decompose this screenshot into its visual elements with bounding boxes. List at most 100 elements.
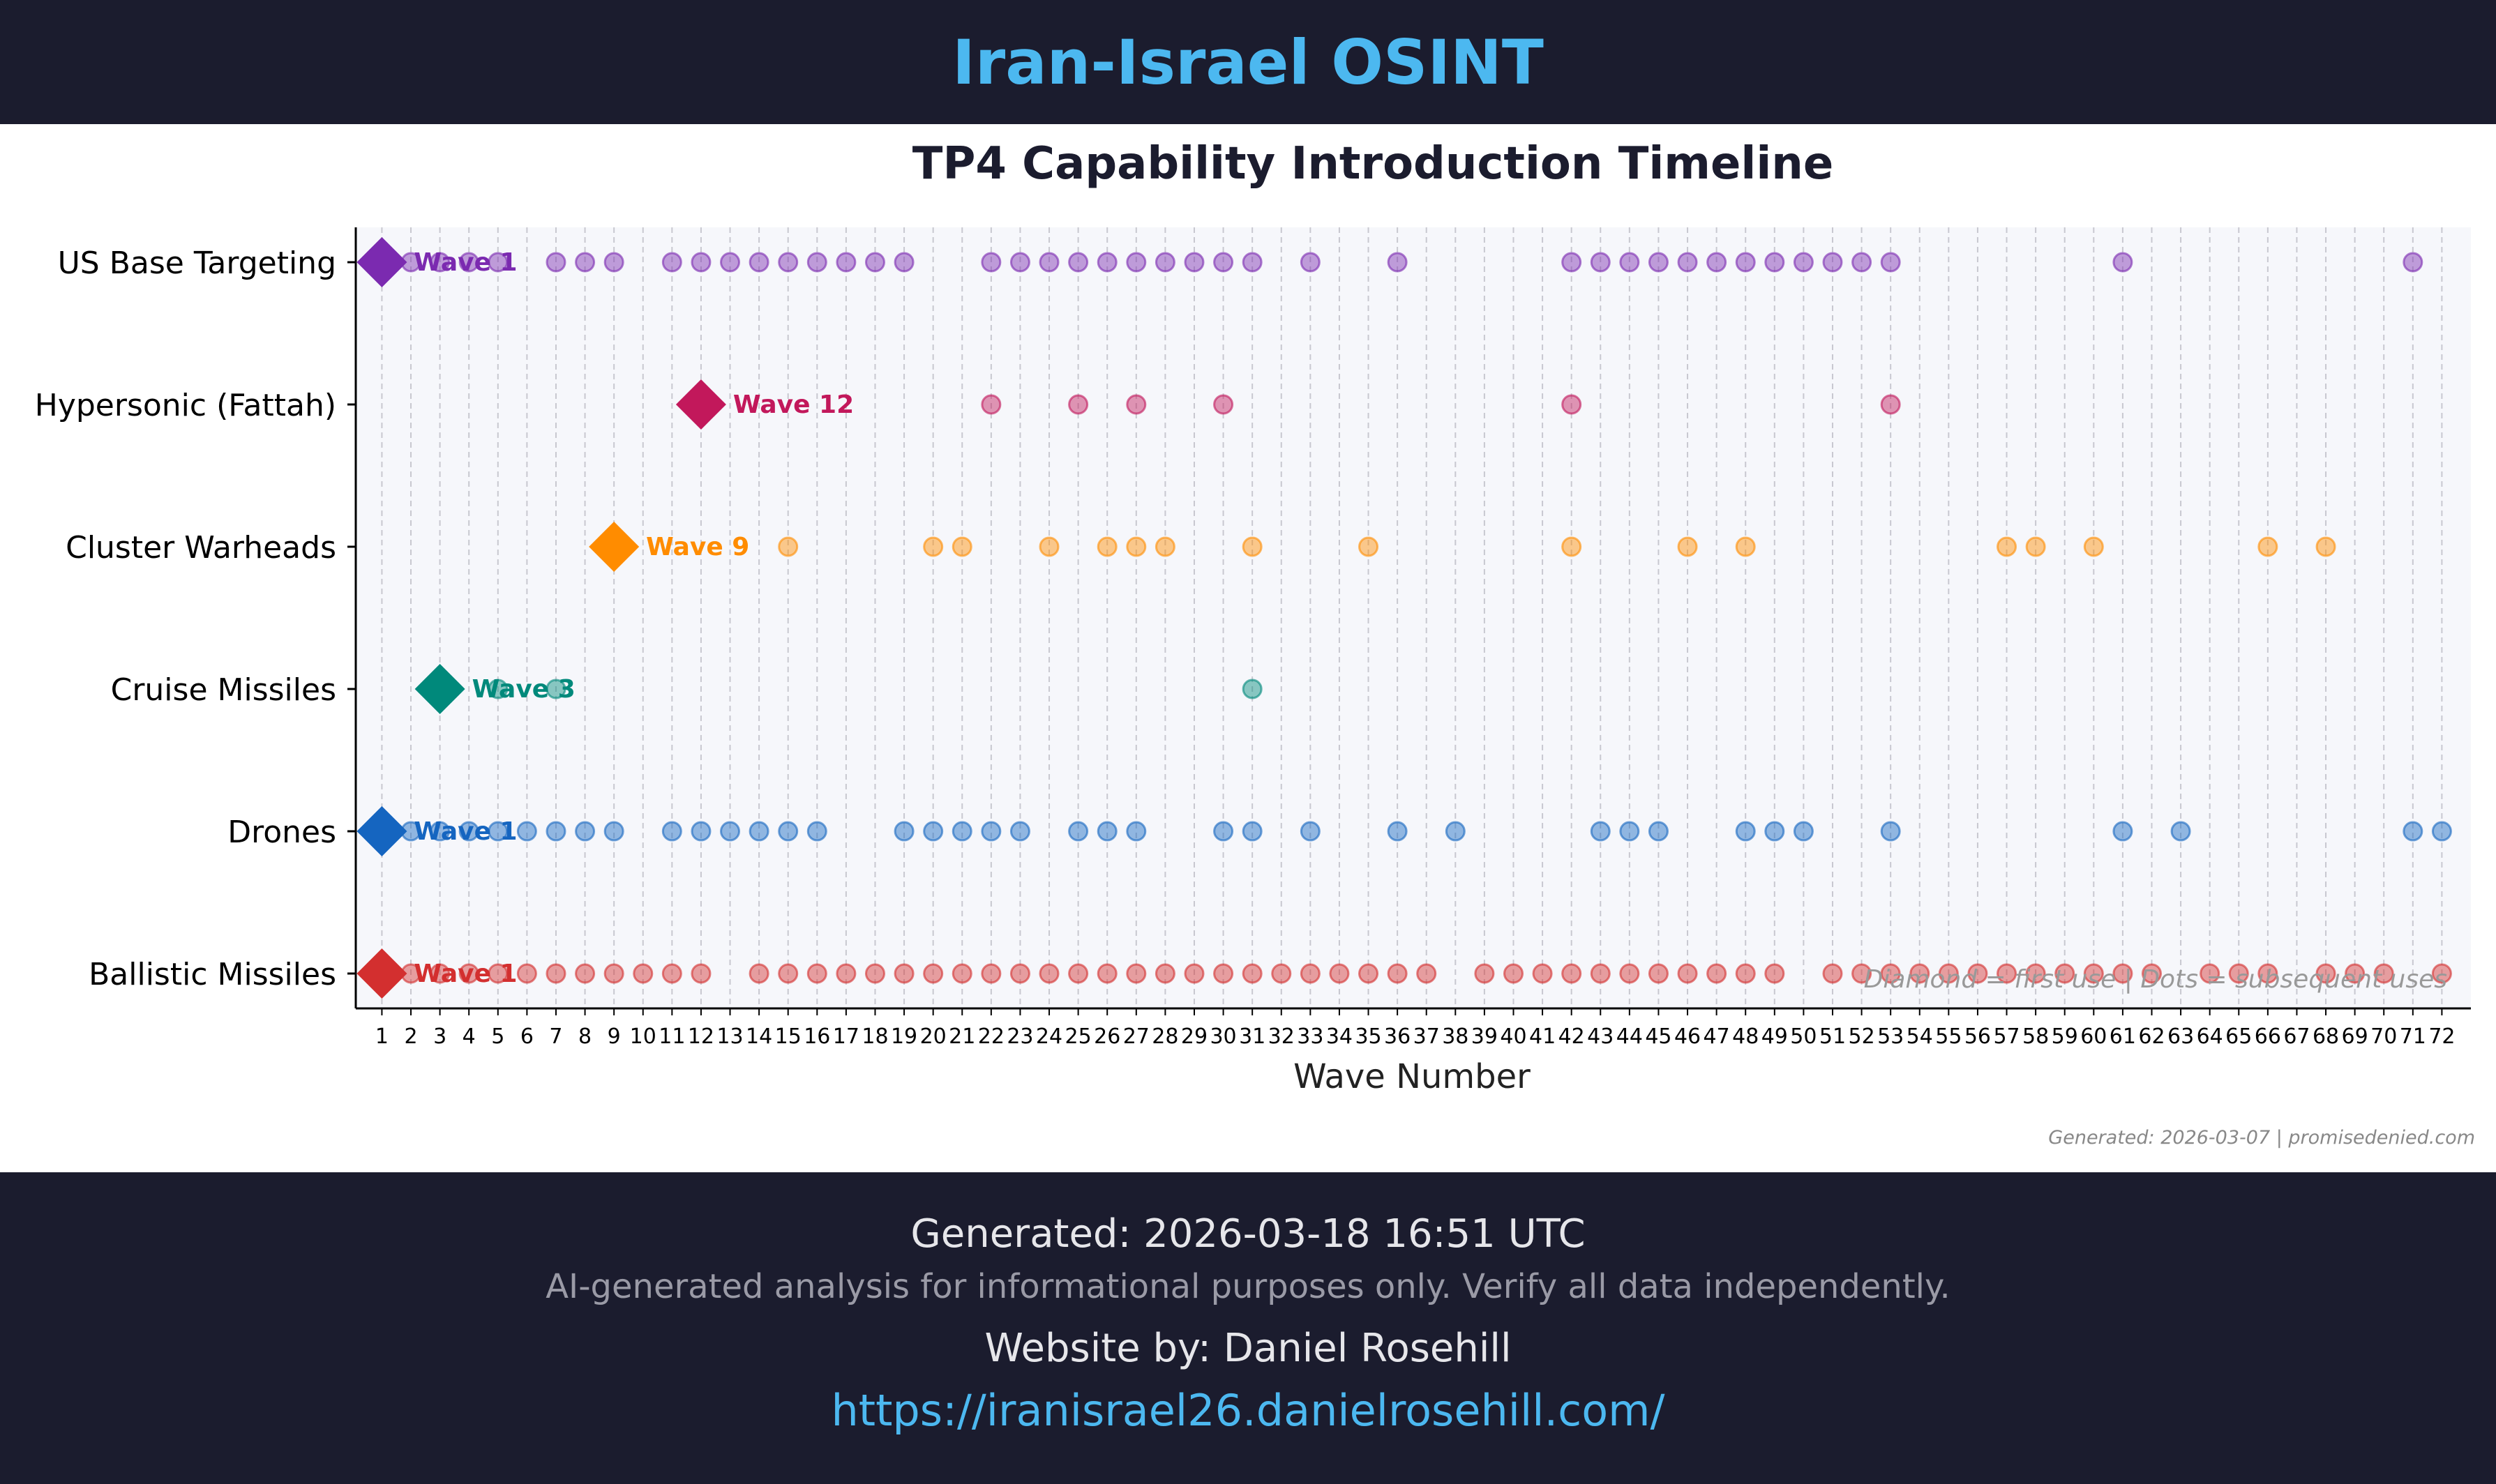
x-tick-label: 67 <box>2283 1024 2310 1049</box>
x-tick-label: 28 <box>1152 1024 1178 1049</box>
generated-timestamp: Generated: 2026-03-18 16:51 UTC <box>910 1211 1586 1257</box>
subsequent-use-dot <box>1387 821 1408 842</box>
x-tick-label: 41 <box>1529 1024 1556 1049</box>
x-tick-label: 42 <box>1558 1024 1585 1049</box>
subsequent-use-dot <box>1677 536 1698 557</box>
subsequent-use-dot <box>2431 821 2452 842</box>
subsequent-use-dot <box>1242 821 1263 842</box>
subsequent-use-dot <box>2257 536 2278 557</box>
subsequent-use-dot <box>430 963 451 984</box>
subsequent-use-dot <box>1851 963 1872 984</box>
subsequent-use-dot <box>1561 252 1582 273</box>
subsequent-use-dot <box>1300 963 1321 984</box>
header-bar: Iran-Israel OSINT <box>0 0 2496 124</box>
subsequent-use-dot <box>1590 821 1611 842</box>
subsequent-use-dot <box>923 963 944 984</box>
first-use-diamond <box>356 237 407 287</box>
x-tick-label: 62 <box>2138 1024 2165 1049</box>
subsequent-use-dot <box>1039 252 1060 273</box>
subsequent-use-dot <box>981 394 1002 415</box>
first-use-label: Wave 1 <box>414 248 517 277</box>
subsequent-use-dot <box>661 821 682 842</box>
subsequent-use-dot <box>2054 963 2075 984</box>
site-title: Iran-Israel OSINT <box>952 26 1544 98</box>
subsequent-use-dot <box>661 252 682 273</box>
subsequent-use-dot <box>1793 821 1814 842</box>
subsequent-use-dot <box>1039 963 1060 984</box>
y-tick-label: Drones <box>227 815 336 850</box>
subsequent-use-dot <box>691 963 712 984</box>
subsequent-use-dot <box>1097 963 1118 984</box>
subsequent-use-dot <box>1126 536 1147 557</box>
subsequent-use-dot <box>1242 963 1263 984</box>
subsequent-use-dot <box>1126 821 1147 842</box>
subsequent-use-dot <box>1300 252 1321 273</box>
subsequent-use-dot <box>661 963 682 984</box>
subsequent-use-dot <box>836 963 857 984</box>
x-tick-label: 52 <box>1848 1024 1874 1049</box>
subsequent-use-dot <box>2112 252 2133 273</box>
x-tick-label: 11 <box>659 1024 685 1049</box>
subsequent-use-dot <box>1242 252 1263 273</box>
x-tick-label: 15 <box>775 1024 802 1049</box>
subsequent-use-dot <box>864 252 885 273</box>
subsequent-use-dot <box>952 963 972 984</box>
subsequent-use-dot <box>1416 963 1437 984</box>
x-tick-label: 3 <box>433 1024 446 1049</box>
subsequent-use-dot <box>1009 963 1030 984</box>
subsequent-use-dot <box>1068 963 1089 984</box>
subsequent-use-dot <box>749 963 769 984</box>
first-use-diamond <box>675 379 726 430</box>
subsequent-use-dot <box>806 963 827 984</box>
x-tick-label: 57 <box>1993 1024 2020 1049</box>
x-ticks: 1 2 3 4 5 6 7 8 9 10 11 12 13 14 15 16 17 18 19 20 21 22 23 24 2… <box>375 1008 2456 1049</box>
x-tick-label: 26 <box>1094 1024 1120 1049</box>
subsequent-use-dot <box>575 252 596 273</box>
x-tick-label: 35 <box>1355 1024 1381 1049</box>
subsequent-use-dot <box>1532 963 1553 984</box>
website-link[interactable]: https://iranisrael26.danielrosehill.com/ <box>831 1385 1665 1436</box>
subsequent-use-dot <box>2083 963 2104 984</box>
y-tick-label: Cruise Missiles <box>111 672 336 708</box>
x-tick-label: 64 <box>2197 1024 2223 1049</box>
x-tick-label: 53 <box>1877 1024 1904 1049</box>
first-use-label: Wave 1 <box>414 960 517 988</box>
x-tick-label: 49 <box>1761 1024 1788 1049</box>
subsequent-use-dot <box>981 821 1002 842</box>
subsequent-use-dot <box>1126 252 1147 273</box>
subsequent-use-dot <box>1474 963 1495 984</box>
first-use-diamond <box>356 948 407 999</box>
x-tick-label: 13 <box>716 1024 743 1049</box>
subsequent-use-dot <box>778 536 799 557</box>
x-tick-label: 7 <box>549 1024 562 1049</box>
subsequent-use-dot <box>2141 963 2162 984</box>
x-tick-label: 20 <box>920 1024 947 1049</box>
x-tick-label: 12 <box>688 1024 714 1049</box>
subsequent-use-dot <box>749 252 769 273</box>
subsequent-use-dot <box>981 252 1002 273</box>
subsequent-use-dot <box>458 821 479 842</box>
subsequent-use-dot <box>1097 536 1118 557</box>
subsequent-use-dot <box>894 252 915 273</box>
first-use-diamond <box>414 664 465 714</box>
y-tick-labels: US Base Targeting Hypersonic (Fattah) Clus… <box>35 245 356 992</box>
subsequent-use-dot <box>1764 821 1785 842</box>
subsequent-use-dot <box>894 963 915 984</box>
subsequent-use-dot <box>603 252 624 273</box>
x-tick-label: 10 <box>630 1024 656 1049</box>
website-credit: Website by: Daniel Rosehill <box>984 1326 1512 1371</box>
subsequent-use-dot <box>2315 963 2336 984</box>
subsequent-use-dot <box>1445 821 1466 842</box>
subsequent-use-dot <box>1706 252 1727 273</box>
subsequent-use-dot <box>2025 963 2046 984</box>
x-tick-label: 70 <box>2370 1024 2397 1049</box>
subsequent-use-dot <box>923 821 944 842</box>
subsequent-use-dot <box>546 252 566 273</box>
subsequent-use-dot <box>2373 963 2394 984</box>
subsequent-use-dot <box>1735 536 1756 557</box>
x-tick-label: 38 <box>1442 1024 1468 1049</box>
subsequent-use-dot <box>2403 252 2423 273</box>
subsequent-use-dot <box>691 252 712 273</box>
subsequent-use-dot <box>430 821 451 842</box>
subsequent-use-dot <box>1822 963 1843 984</box>
